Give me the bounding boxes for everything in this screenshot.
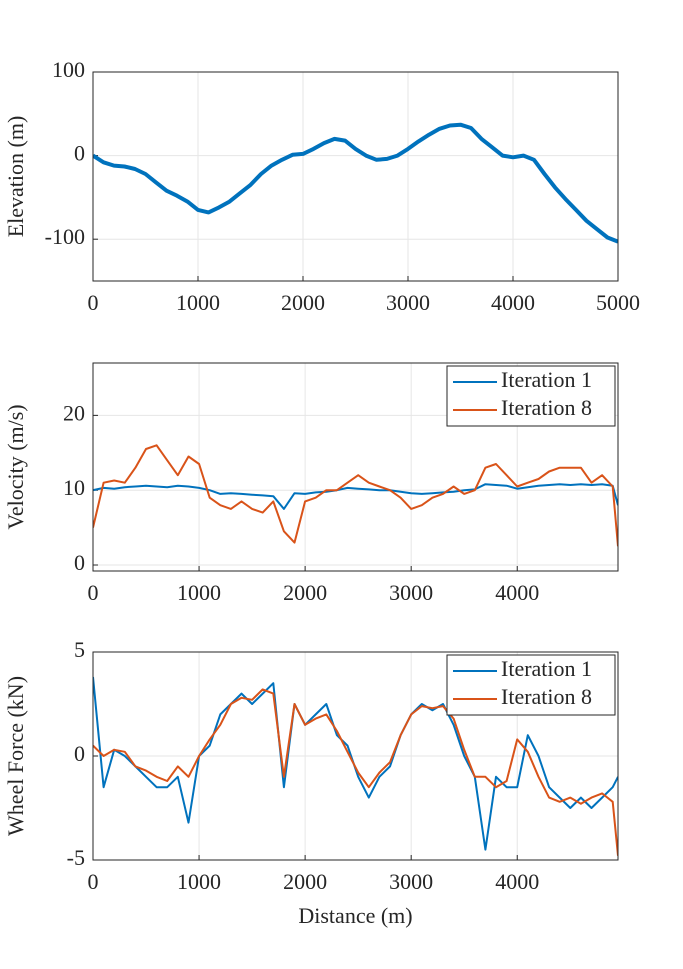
x-tick-label: 3000 <box>386 290 430 315</box>
y-tick-label: 5 <box>74 637 85 662</box>
x-tick-label: 2000 <box>283 869 327 894</box>
line-series <box>93 122 618 244</box>
x-tick-label: 3000 <box>389 580 433 605</box>
line-series <box>93 688 618 856</box>
y-axis-label: Elevation (m) <box>3 116 28 238</box>
x-tick-label: 2000 <box>283 580 327 605</box>
y-tick-label: 0 <box>74 741 85 766</box>
x-tick-label: 4000 <box>491 290 535 315</box>
y-tick-label: -100 <box>45 224 85 249</box>
x-tick-label: 3000 <box>389 869 433 894</box>
axes-box <box>92 651 619 861</box>
legend-label: Iteration 8 <box>501 684 592 709</box>
line-series <box>93 444 618 547</box>
legend-box <box>446 365 616 427</box>
y-tick-label: 10 <box>63 475 85 500</box>
x-tick-label: 4000 <box>495 869 539 894</box>
line-series <box>93 483 618 510</box>
y-tick-label: 100 <box>52 57 85 82</box>
x-tick-label: 1000 <box>177 580 221 605</box>
legend-label: Iteration 8 <box>501 395 592 420</box>
y-tick-label: -5 <box>67 845 85 870</box>
axes-box <box>92 362 619 572</box>
y-tick-label: 0 <box>74 141 85 166</box>
x-tick-label: 5000 <box>596 290 640 315</box>
y-tick-label: 20 <box>63 400 85 425</box>
x-tick-label: 1000 <box>177 869 221 894</box>
x-tick-label: 0 <box>88 290 99 315</box>
x-axis-label: Distance (m) <box>298 903 412 928</box>
x-tick-label: 4000 <box>495 580 539 605</box>
y-axis-label: Wheel Force (kN) <box>3 676 28 836</box>
legend-label: Iteration 1 <box>501 656 592 681</box>
x-tick-label: 0 <box>88 580 99 605</box>
legend-box <box>446 654 616 716</box>
axes-box <box>92 71 619 282</box>
legend-label: Iteration 1 <box>501 367 592 392</box>
line-series <box>93 676 618 851</box>
x-tick-label: 2000 <box>281 290 325 315</box>
y-tick-label: 0 <box>74 550 85 575</box>
y-axis-label: Velocity (m/s) <box>3 404 28 529</box>
x-tick-label: 0 <box>88 869 99 894</box>
x-tick-label: 1000 <box>176 290 220 315</box>
